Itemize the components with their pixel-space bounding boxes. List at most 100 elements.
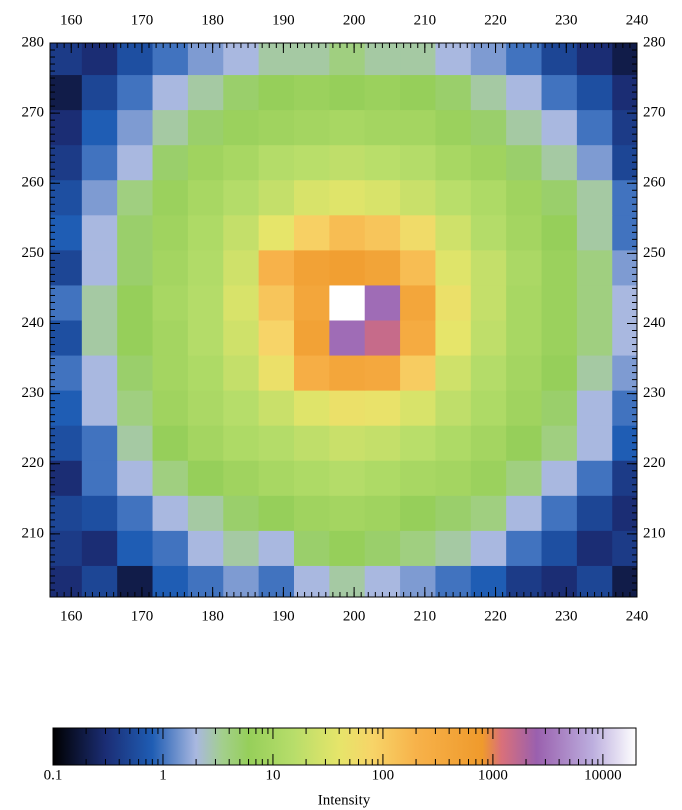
heatmap-cell — [470, 249, 507, 286]
heatmap-cell — [576, 74, 613, 111]
heatmap-cell — [470, 355, 507, 391]
heatmap-cell — [541, 144, 578, 181]
heatmap-cell — [293, 144, 330, 181]
heatmap-cell — [293, 43, 330, 76]
heatmap-cell — [293, 74, 330, 111]
heatmap-cell — [576, 565, 613, 597]
x-tick-label-top: 210 — [414, 12, 437, 28]
heatmap-cell — [470, 495, 507, 531]
y-tick-label: 220 — [22, 455, 45, 471]
heatmap-cell — [435, 320, 472, 356]
x-tick-label: 180 — [201, 608, 224, 624]
colorbar-label: Intensity — [318, 792, 371, 808]
heatmap-cell — [470, 390, 507, 426]
heatmap-cell — [258, 460, 295, 496]
heatmap-cell — [293, 109, 330, 146]
heatmap-cell — [152, 214, 189, 251]
heatmap-cell — [117, 390, 154, 426]
heatmap-cell — [329, 425, 366, 461]
heatmap-cell — [117, 284, 154, 321]
heatmap-cell — [50, 144, 83, 181]
heatmap-cell — [541, 530, 578, 566]
heatmap-cell — [223, 179, 260, 216]
x-tick-label-top: 240 — [626, 12, 649, 28]
heatmap-cell — [117, 565, 154, 597]
heatmap-cell — [50, 320, 83, 356]
heatmap-cell — [329, 355, 366, 391]
heatmap-cell — [364, 355, 401, 391]
heatmap-cell — [364, 284, 401, 321]
heatmap-cell — [400, 320, 436, 356]
heatmap-cell — [435, 565, 472, 597]
heatmap-cell — [258, 355, 295, 391]
heatmap-cell — [400, 249, 436, 286]
heatmap-cell — [576, 495, 613, 531]
heatmap-cell — [223, 530, 260, 566]
heatmap-cell — [258, 425, 295, 461]
heatmap-cell — [258, 530, 295, 566]
heatmap-cell — [400, 565, 436, 597]
heatmap-cell — [506, 144, 543, 181]
heatmap-cell — [612, 565, 637, 597]
heatmap-cell — [223, 355, 260, 391]
heatmap-cell — [435, 74, 472, 111]
heatmap-cell — [117, 179, 154, 216]
heatmap-cell — [576, 530, 613, 566]
heatmap-cell — [506, 495, 543, 531]
x-tick-label: 220 — [484, 608, 507, 624]
heatmap-cell — [364, 249, 401, 286]
heatmap-cell — [81, 425, 118, 461]
y-tick-label-right: 220 — [643, 455, 666, 471]
heatmap-cell — [81, 43, 118, 76]
heatmap-cell — [400, 109, 436, 146]
heatmap-cell — [506, 565, 543, 597]
heatmap-cell — [364, 495, 401, 531]
x-tick-label: 160 — [60, 608, 83, 624]
x-tick-label-top: 170 — [131, 12, 154, 28]
heatmap-cell — [81, 355, 118, 391]
heatmap-cell — [223, 284, 260, 321]
heatmap-cell — [187, 355, 224, 391]
heatmap-cell — [470, 284, 507, 321]
heatmap-cell — [576, 390, 613, 426]
heatmap-cell — [400, 530, 436, 566]
heatmap-cell — [293, 390, 330, 426]
heatmap-cell — [117, 495, 154, 531]
heatmap-cell — [435, 390, 472, 426]
heatmap-cell — [470, 530, 507, 566]
heatmap-cell — [293, 320, 330, 356]
heatmap-cell — [293, 355, 330, 391]
heatmap-cell — [152, 390, 189, 426]
heatmap-cell — [329, 565, 366, 597]
heatmap-cell — [435, 214, 472, 251]
heatmap-cell — [81, 214, 118, 251]
heatmap-cell — [506, 284, 543, 321]
heatmap-cell — [117, 530, 154, 566]
heatmap-cell — [541, 320, 578, 356]
heatmap-cell — [364, 565, 401, 597]
heatmap-cell — [81, 109, 118, 146]
heatmap-cell — [50, 390, 83, 426]
y-tick-label: 280 — [22, 34, 45, 50]
heatmap-cell — [223, 74, 260, 111]
heatmap-cell — [187, 43, 224, 76]
heatmap-cell — [576, 249, 613, 286]
heatmap-cell — [435, 179, 472, 216]
y-tick-label-right: 230 — [643, 385, 666, 401]
heatmap-cell — [223, 565, 260, 597]
heatmap-cell — [258, 495, 295, 531]
heatmap-cell — [258, 109, 295, 146]
heatmap-cell — [541, 74, 578, 111]
heatmap-cell — [576, 179, 613, 216]
heatmap-cell — [293, 460, 330, 496]
heatmap-cell — [258, 320, 295, 356]
heatmap-cell — [329, 214, 366, 251]
heatmap-cell — [117, 109, 154, 146]
heatmap-cell — [541, 214, 578, 251]
x-tick-label-top: 220 — [484, 12, 507, 28]
heatmap-cell — [541, 390, 578, 426]
heatmap-cell — [293, 565, 330, 597]
heatmap-cell — [329, 530, 366, 566]
heatmap-cell — [329, 495, 366, 531]
heatmap-cell — [470, 565, 507, 597]
